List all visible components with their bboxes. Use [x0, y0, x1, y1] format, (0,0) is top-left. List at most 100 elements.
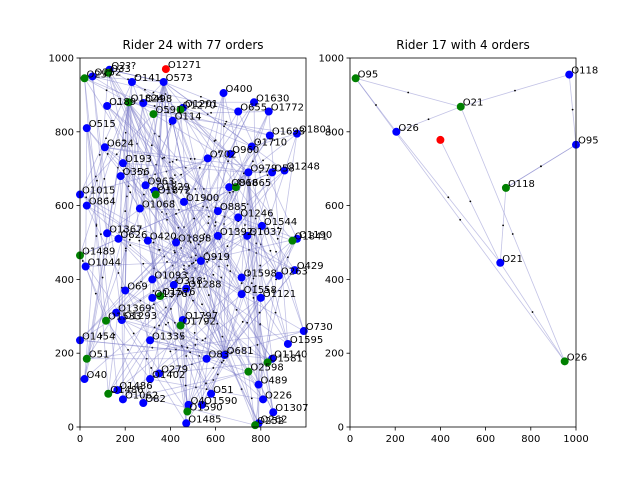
point-label: O1307 [275, 403, 308, 414]
point-label: O429 [297, 261, 324, 272]
point-label: O1772 [271, 103, 304, 114]
route-arrow [185, 355, 188, 357]
y-tick-label: 400 [325, 275, 344, 286]
point-label: O26 [567, 352, 588, 363]
route-arrow [206, 260, 209, 263]
route-arrow [189, 236, 192, 238]
order-point [146, 336, 155, 345]
route-arrow [255, 252, 258, 254]
drop-point [288, 236, 297, 245]
route-arrow [447, 196, 450, 199]
route-arrow [181, 345, 184, 348]
point-label: O1693 [272, 126, 305, 137]
route-arrow [214, 224, 216, 227]
point-label: O919 [203, 252, 230, 263]
order-point [243, 231, 252, 240]
point-label: O279 [161, 364, 188, 375]
route-arrow [212, 367, 215, 369]
route-arrow [116, 103, 119, 106]
order-point [202, 354, 211, 363]
point-label: O51 [89, 350, 110, 361]
route-arrow [188, 265, 190, 267]
route-arrow [151, 346, 154, 349]
point-label: O655 [240, 103, 267, 114]
point-label: O1392 [220, 227, 253, 238]
route-arrow [189, 158, 192, 160]
order-point [159, 77, 168, 86]
route-arrow [132, 332, 135, 335]
point-label: O51 [213, 385, 234, 396]
rider-point [161, 65, 170, 74]
route-arrow [96, 179, 98, 182]
route-arrow [226, 245, 229, 248]
route-arrow [216, 373, 219, 376]
route-arrow [265, 170, 268, 173]
drop-point [231, 183, 240, 192]
route-arrow [171, 181, 173, 183]
route-arrow [183, 268, 185, 271]
route-arrow [166, 260, 168, 263]
route-arrow [135, 74, 138, 77]
route-arrow [198, 166, 201, 169]
route-arrow [152, 91, 155, 94]
point-label: O1454 [82, 331, 115, 342]
order-point [103, 101, 112, 110]
route-arrow [531, 311, 534, 313]
point-label: O1068 [142, 200, 175, 211]
point-label: O189 [109, 97, 136, 108]
drop-point [151, 190, 160, 199]
route-arrow [259, 171, 262, 174]
order-point [172, 238, 181, 247]
order-point [250, 98, 259, 107]
route-arrow [254, 217, 257, 220]
route-arrow [259, 264, 262, 267]
route-arrow [167, 111, 170, 114]
route-arrow [153, 326, 156, 329]
route-arrow [141, 168, 144, 171]
order-point [244, 168, 253, 177]
route-arrow [204, 320, 207, 323]
point-label: O141 [134, 73, 161, 84]
route-arrow [192, 280, 194, 283]
y-tick-label: 0 [338, 423, 344, 434]
route-arrow [221, 335, 224, 338]
route-arrow [540, 165, 542, 168]
route-arrow [193, 158, 196, 160]
route-arrow [139, 299, 142, 302]
route-arrow [203, 233, 206, 236]
route-arrow [177, 208, 180, 211]
point-label: O1665 [238, 178, 271, 189]
order-point [234, 107, 243, 116]
route-arrow [250, 397, 253, 400]
order-point [213, 207, 222, 216]
route-arrow [144, 88, 146, 91]
route-arrow [194, 254, 197, 257]
route-arrow [184, 384, 187, 387]
order-point [268, 168, 277, 177]
order-point [565, 70, 574, 79]
route-arrow [194, 247, 197, 250]
route-arrow [407, 91, 410, 94]
route-arrow [277, 226, 280, 229]
order-point [237, 273, 246, 282]
point-label: O263 [281, 267, 308, 278]
route-arrow [174, 181, 177, 183]
plot-frame [79, 57, 307, 428]
point-label: O1367 [109, 224, 142, 235]
order-point [280, 166, 289, 175]
route-arrow [427, 118, 430, 121]
order-point [264, 107, 273, 116]
order-point [169, 280, 178, 289]
route-arrow [180, 335, 183, 338]
route-arrow [150, 367, 153, 369]
route-arrow [225, 120, 228, 123]
x-tick-label: 400 [161, 434, 180, 445]
route-arrow [203, 277, 206, 280]
order-point [292, 129, 301, 138]
point-label: O33 [110, 64, 131, 75]
route-arrow [139, 226, 142, 229]
route-arrow [220, 361, 223, 364]
point-label: O420 [150, 232, 177, 243]
order-point [155, 369, 164, 378]
point-label: O1093 [154, 270, 187, 281]
